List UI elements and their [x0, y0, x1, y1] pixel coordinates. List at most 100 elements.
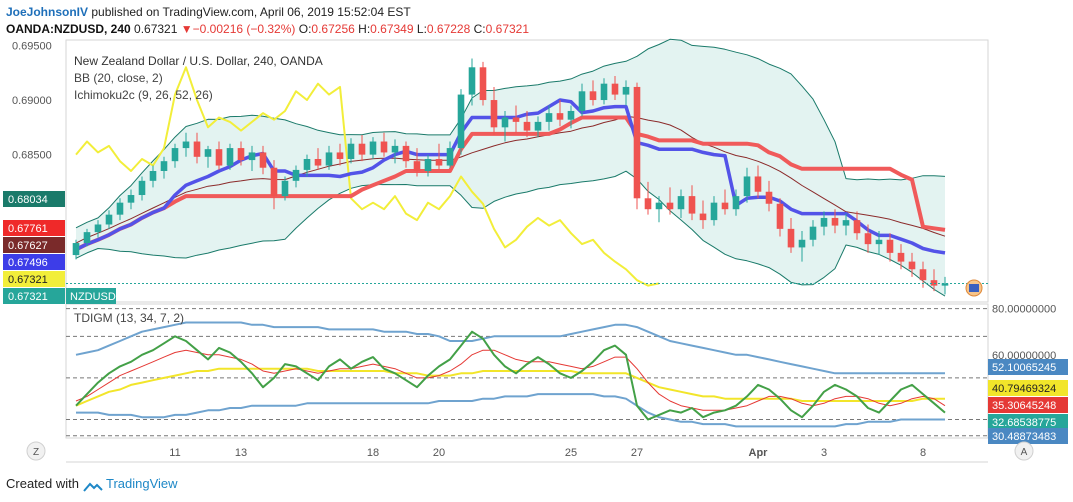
candle-body [578, 91, 586, 111]
candle-body [875, 239, 883, 245]
candle [853, 211, 861, 240]
candle-body [94, 224, 102, 233]
tdi-label-text: 32.68538775 [992, 417, 1056, 429]
candle [358, 134, 366, 162]
candle-body [292, 169, 300, 181]
candle [534, 116, 542, 138]
tenkan-line [75, 98, 946, 255]
time-tick-label: 27 [631, 447, 643, 459]
price-label-bg [3, 191, 65, 207]
candle [644, 181, 652, 215]
bb-lower-line [75, 170, 946, 297]
currency-flag-field [969, 284, 979, 292]
tdi-label-bg [988, 428, 1068, 444]
candle-body [314, 158, 322, 166]
candle-body [908, 261, 916, 270]
candle [765, 180, 773, 212]
tdi-label-text: 40.79469324 [992, 383, 1056, 395]
tradingview-brand[interactable]: TradingView [106, 476, 178, 491]
candle-body [369, 141, 377, 155]
candle [556, 100, 564, 127]
price-label-tag: 0.67321 [3, 288, 65, 304]
candle-body [655, 202, 663, 210]
tdi-label-bg [988, 359, 1068, 375]
candle [369, 137, 377, 159]
candle-body [479, 67, 487, 101]
price-label-bg [3, 220, 65, 236]
tdi-label-text: 35.30645248 [992, 400, 1056, 412]
candle-body [127, 195, 135, 203]
tdi-label-bg [988, 397, 1068, 413]
candle-body [622, 86, 630, 95]
candle-body [820, 217, 828, 227]
candle-body [116, 202, 124, 215]
candle-body [897, 252, 905, 262]
tdi-red-line [75, 349, 946, 411]
bb-basis-line [75, 115, 946, 244]
price-label-bg [3, 254, 65, 270]
candle-body [930, 280, 938, 286]
candle [688, 185, 696, 221]
candle [677, 189, 685, 218]
candle [402, 141, 410, 168]
candle-body [589, 91, 597, 101]
candle [347, 138, 355, 164]
price-tick-label: 0.69000 [12, 95, 52, 107]
tradingview-logo-icon [82, 480, 103, 492]
bb-fill [76, 39, 945, 297]
symbol-tag-bg [66, 288, 116, 304]
timezone-button[interactable]: Z [26, 441, 46, 461]
legend-title: New Zealand Dollar / U.S. Dollar, 240, O… [74, 54, 323, 68]
candle [831, 209, 839, 234]
candle [424, 154, 432, 177]
candle [336, 143, 344, 166]
candle-body [611, 83, 619, 95]
created-with-text: Created with [6, 476, 79, 491]
price-label-text: 0.68034 [8, 194, 48, 206]
candle-body [281, 180, 289, 197]
price-label-text: 0.67496 [8, 257, 48, 269]
candle [842, 213, 850, 236]
symbol-tag: NZDUSD [66, 288, 116, 304]
candle-body [699, 213, 707, 221]
tdi-green-line [75, 330, 946, 421]
candle [633, 82, 641, 210]
candle [83, 228, 91, 247]
candle [820, 211, 828, 236]
candle-body [688, 196, 696, 214]
symbol-tag-text: NZDUSD [70, 291, 116, 303]
candle-body [534, 121, 542, 131]
tdi-lower-band [76, 393, 945, 428]
candle-body [842, 220, 850, 226]
candle [930, 269, 938, 292]
candle [787, 217, 795, 253]
candle-body [941, 283, 949, 286]
chart-header: JoeJohnsonIV published on TradingView.co… [6, 4, 411, 20]
timezone-button-bg [26, 441, 46, 461]
candle-body [193, 141, 201, 157]
candle-body [864, 233, 872, 245]
candle [72, 239, 80, 260]
auto-scale-button[interactable]: A [1014, 441, 1034, 461]
candle [116, 198, 124, 221]
candle [886, 233, 894, 262]
price-tick-label: 0.69500 [12, 40, 52, 52]
candle-body [600, 83, 608, 101]
candle-body [215, 149, 223, 166]
candle [248, 145, 256, 171]
candle-body [743, 176, 751, 197]
author-link[interactable]: JoeJohnsonIV [6, 5, 89, 19]
candle-body [380, 141, 388, 153]
candle [743, 167, 751, 203]
tdi-label-tag: 30.48873483 [988, 428, 1068, 444]
ohlc-header: OANDA:NZDUSD, 240 0.67321 ▼−0.00216 (−0.… [6, 21, 529, 37]
candle-body [666, 202, 674, 210]
candle-body [446, 148, 454, 166]
time-tick-label: 3 [821, 447, 827, 459]
time-tick-label: Apr [749, 447, 769, 459]
candle [754, 165, 762, 199]
candle-body [754, 176, 762, 192]
tdi-label-tag: 52.10065245 [988, 359, 1068, 375]
candle [732, 189, 740, 216]
